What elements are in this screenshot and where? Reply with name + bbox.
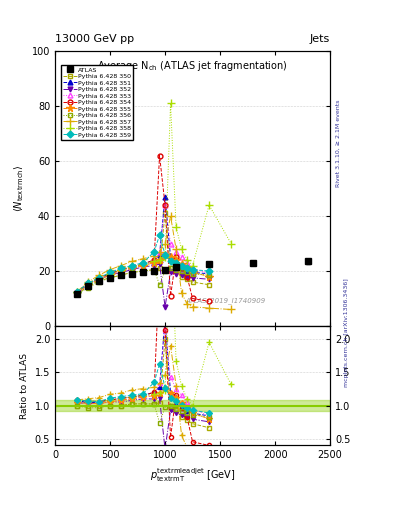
Text: ATLAS_2019_I1740909: ATLAS_2019_I1740909 [185, 297, 266, 304]
Legend: ATLAS, Pythia 6.428 350, Pythia 6.428 351, Pythia 6.428 352, Pythia 6.428 353, P: ATLAS, Pythia 6.428 350, Pythia 6.428 35… [61, 66, 133, 140]
Text: Jets: Jets [310, 33, 330, 44]
Text: 13000 GeV pp: 13000 GeV pp [55, 33, 134, 44]
X-axis label: $p_{\rm textrm{T}}^{\rm textrm{leadjet}}$ [GeV]: $p_{\rm textrm{T}}^{\rm textrm{leadjet}}… [150, 466, 235, 484]
Text: Average N$_{\rm ch}$ (ATLAS jet fragmentation): Average N$_{\rm ch}$ (ATLAS jet fragment… [97, 59, 288, 73]
Y-axis label: $\langle N_{\rm textrm{ch}}\rangle$: $\langle N_{\rm textrm{ch}}\rangle$ [13, 165, 26, 212]
Bar [55, 400, 330, 411]
Text: mcplots.cern.ch [arXiv:1306.3436]: mcplots.cern.ch [arXiv:1306.3436] [344, 279, 349, 387]
Y-axis label: Ratio to ATLAS: Ratio to ATLAS [20, 353, 29, 419]
Text: Rivet 3.1.10, ≥ 2.1M events: Rivet 3.1.10, ≥ 2.1M events [336, 100, 341, 187]
